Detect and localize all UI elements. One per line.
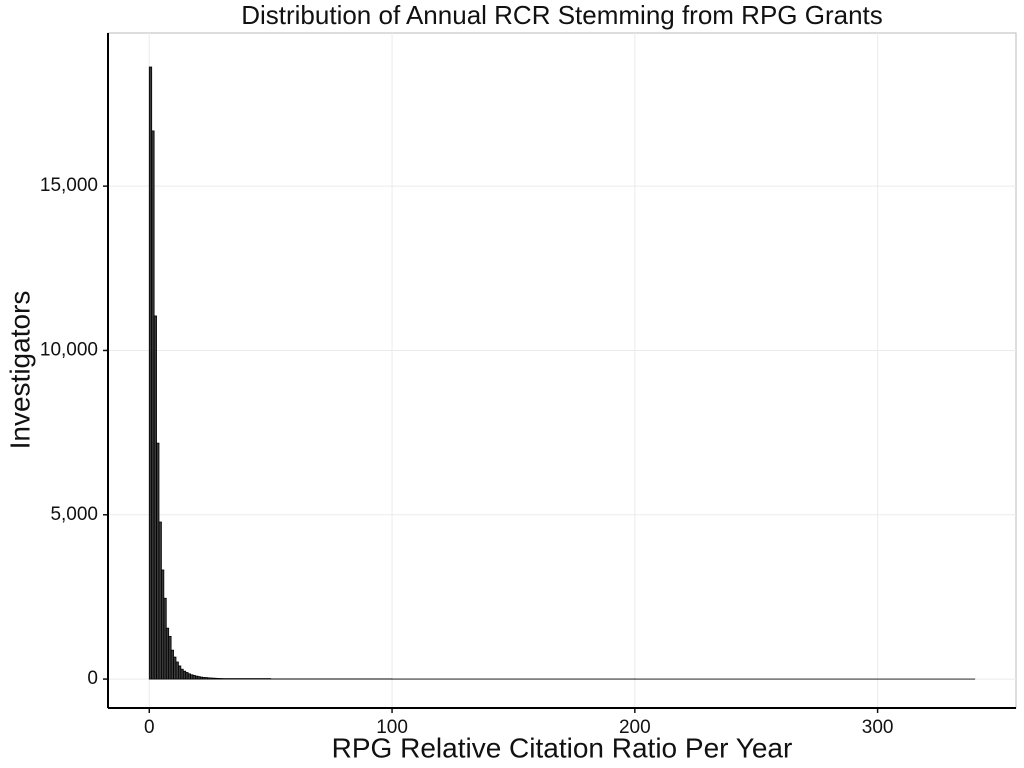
x-tick-label: 0 — [144, 717, 155, 738]
y-tick-label: 5,000 — [50, 504, 98, 525]
y-tick-label: 15,000 — [40, 175, 98, 196]
y-tick-label: 0 — [87, 668, 98, 689]
x-tick-label: 300 — [862, 717, 894, 738]
panel-border — [107, 32, 1017, 709]
y-axis-title: Investigators — [4, 291, 35, 450]
x-tick-label: 200 — [619, 717, 651, 738]
y-tick-label: 10,000 — [40, 339, 98, 360]
x-axis-title: RPG Relative Citation Ratio Per Year — [332, 732, 793, 763]
x-tick-label: 100 — [376, 717, 408, 738]
chart-title: Distribution of Annual RCR Stemming from… — [241, 0, 883, 30]
